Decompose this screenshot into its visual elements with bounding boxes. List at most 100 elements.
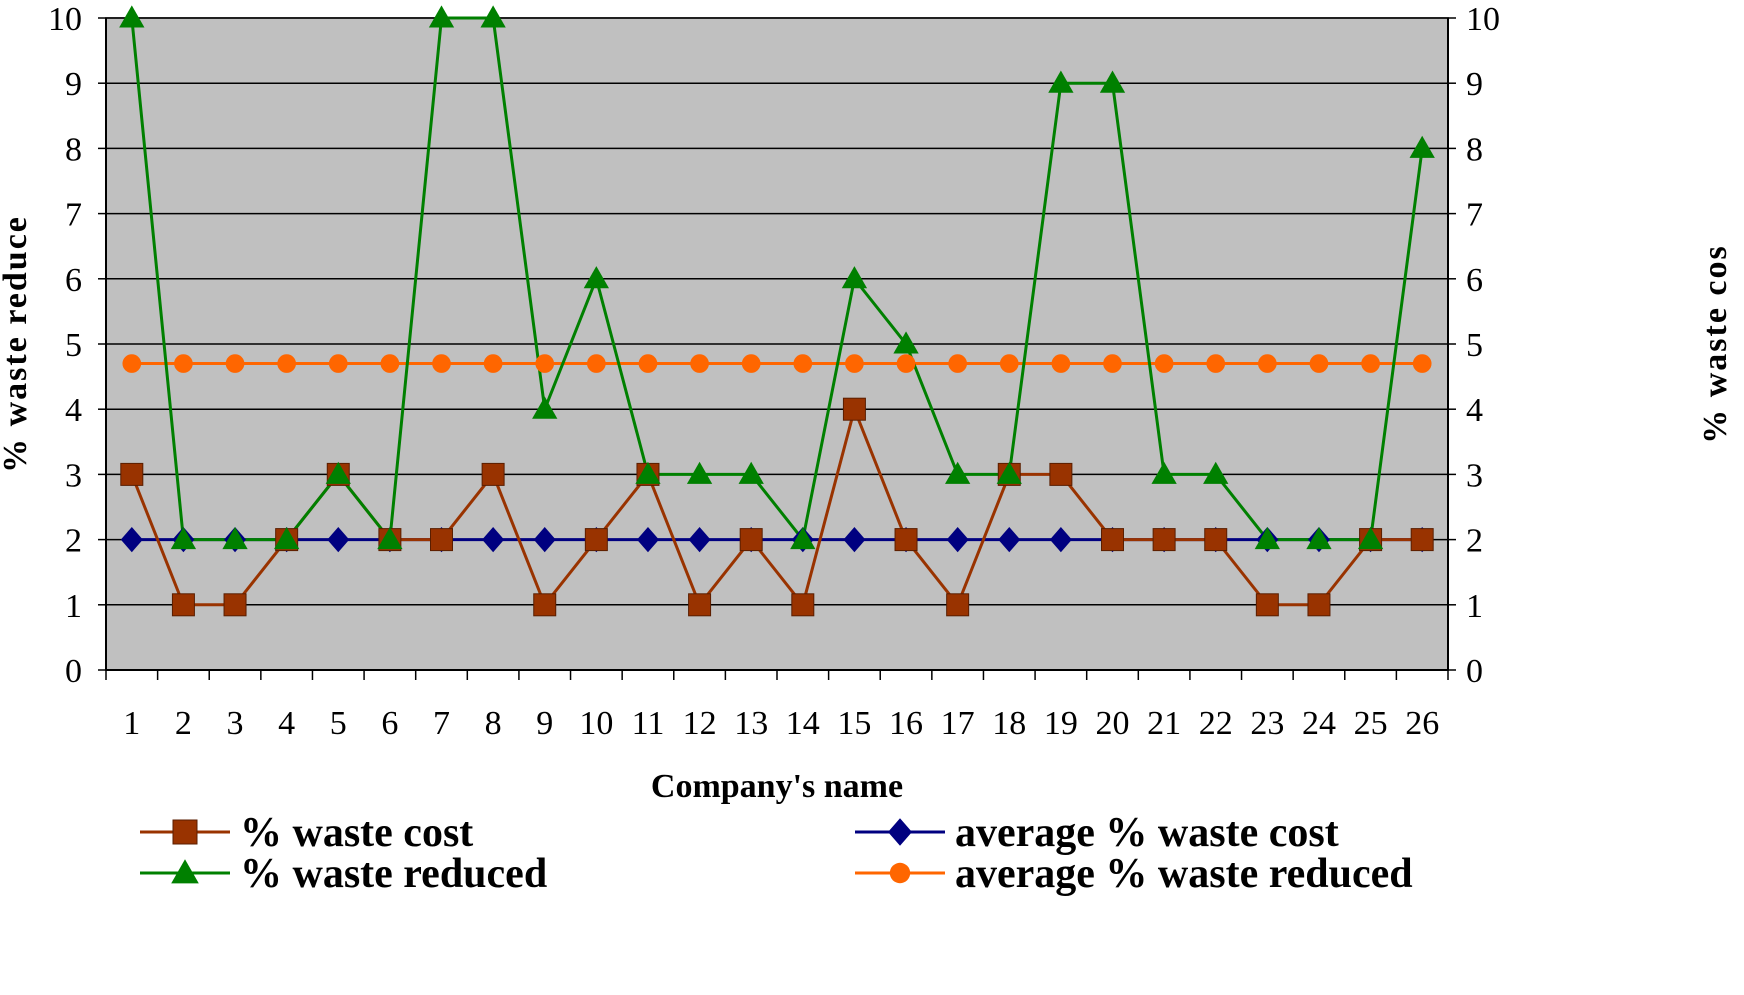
data-point-pct-waste-reduced [119, 5, 145, 28]
data-point-pct-waste-cost [171, 593, 195, 617]
data-point-average-pct-waste-cost [327, 526, 350, 553]
data-point-pct-waste-reduced [1357, 526, 1384, 550]
x-tick-label: 11 [632, 705, 665, 742]
data-point-pct-waste-reduced [377, 526, 403, 550]
data-point-pct-waste-reduced [893, 331, 919, 354]
data-point-pct-waste-reduced [428, 5, 455, 28]
x-tick-label: 10 [579, 705, 613, 742]
x-tick-label: 16 [889, 705, 923, 742]
data-point-average-pct-waste-reduced [896, 354, 916, 373]
legend-item: % waste cost [140, 810, 473, 856]
y-right-tick-label: 2 [1466, 523, 1483, 560]
y-left-tick-label: 8 [65, 131, 82, 168]
data-point-average-pct-waste-cost [482, 526, 505, 553]
x-tick-label: 26 [1405, 705, 1439, 742]
data-point-average-pct-waste-reduced [1412, 354, 1432, 373]
data-point-pct-waste-cost [842, 397, 866, 421]
y-left-tick-label: 7 [65, 197, 82, 234]
y-right-tick-label: 3 [1466, 457, 1483, 494]
y-axis-left-title: % waste reduce [0, 215, 34, 473]
y-right-tick-label: 7 [1466, 197, 1483, 234]
series-markers [119, 5, 1435, 617]
data-point-pct-waste-reduced [532, 396, 558, 419]
data-point-pct-waste-reduced [583, 266, 609, 289]
data-point-pct-waste-reduced [222, 526, 248, 550]
data-point-average-pct-waste-reduced [225, 354, 245, 373]
data-point-pct-waste-cost [1101, 528, 1124, 552]
data-point-pct-waste-reduced [274, 526, 300, 550]
legend-marker [171, 859, 199, 884]
legend-item: average % waste reduced [855, 851, 1413, 897]
data-point-pct-waste-reduced [686, 461, 713, 484]
x-axis-title: Company's name [651, 768, 903, 805]
data-point-pct-waste-reduced [1099, 70, 1126, 93]
data-point-pct-waste-cost [1049, 462, 1073, 486]
x-tick-label: 25 [1354, 705, 1388, 742]
data-point-average-pct-waste-cost [843, 526, 866, 553]
data-point-average-pct-waste-reduced [586, 354, 606, 373]
x-tick-label: 18 [992, 705, 1026, 742]
data-point-pct-waste-reduced [170, 526, 197, 550]
data-point-average-pct-waste-reduced [948, 354, 968, 373]
y-right-tick-label: 4 [1466, 392, 1483, 429]
y-left-tick-label: 4 [65, 392, 82, 429]
y-left-tick-label: 2 [65, 523, 82, 560]
x-tick-label: 23 [1250, 705, 1284, 742]
data-point-pct-waste-cost [739, 528, 763, 552]
data-point-average-pct-waste-reduced [122, 354, 142, 373]
y-left-tick-label: 5 [65, 327, 82, 364]
data-point-pct-waste-reduced [841, 266, 868, 289]
y-left-tick-label: 0 [65, 653, 82, 690]
data-point-average-pct-waste-reduced [845, 354, 864, 373]
y-right-tick-label: 8 [1466, 131, 1483, 168]
y-axis-right-title: % waste cos [1697, 244, 1734, 444]
data-point-pct-waste-cost [791, 593, 815, 617]
legend-item: % waste reduced [140, 851, 547, 897]
data-point-pct-waste-cost [946, 593, 970, 617]
data-point-pct-waste-cost [1255, 593, 1279, 617]
x-tick-label: 24 [1302, 705, 1336, 742]
x-tick-label: 15 [837, 705, 871, 742]
data-point-pct-waste-reduced [1151, 461, 1177, 484]
data-point-pct-waste-cost [1152, 528, 1176, 552]
x-tick-label: 3 [227, 705, 244, 742]
y-left-tick-label: 1 [65, 588, 82, 625]
data-point-average-pct-waste-cost [1049, 526, 1072, 553]
legend-label: average % waste cost [955, 810, 1339, 856]
data-point-pct-waste-cost [1410, 528, 1434, 552]
x-tick-label: 14 [786, 705, 820, 742]
data-point-average-pct-waste-reduced [999, 354, 1019, 373]
legend-marker [889, 862, 911, 884]
data-point-average-pct-waste-reduced [483, 354, 503, 373]
data-point-pct-waste-reduced [738, 461, 764, 484]
data-point-pct-waste-cost [1204, 528, 1228, 552]
legend-item: average % waste cost [855, 810, 1339, 856]
y-right-tick-label: 6 [1466, 262, 1483, 299]
data-point-average-pct-waste-reduced [690, 354, 709, 373]
data-point-pct-waste-reduced [1254, 526, 1280, 550]
data-point-pct-waste-cost [533, 593, 557, 617]
data-point-average-pct-waste-reduced [741, 354, 761, 373]
x-tick-label: 12 [683, 705, 717, 742]
data-point-average-pct-waste-reduced [277, 354, 297, 373]
x-tick-label: 17 [941, 705, 975, 742]
data-point-pct-waste-cost [584, 528, 608, 552]
data-point-pct-waste-cost [120, 462, 144, 486]
axes: 0 01 12 23 34 45 56 67 78 89 910 101 2 3 4 5 6 7 8 9 10 11 12 1… [48, 1, 1500, 742]
x-tick-label: 22 [1199, 705, 1233, 742]
data-point-pct-waste-reduced [325, 461, 351, 484]
legend: % waste cost% waste reduced average % was… [140, 810, 1413, 897]
data-point-pct-waste-cost [688, 593, 712, 617]
data-point-pct-waste-reduced [1409, 135, 1435, 158]
data-point-pct-waste-cost [223, 593, 247, 617]
x-tick-label: 19 [1044, 705, 1078, 742]
data-point-pct-waste-cost [1307, 593, 1331, 617]
y-right-tick-label: 1 [1466, 588, 1483, 625]
data-point-average-pct-waste-reduced [1051, 354, 1071, 373]
legend-label: % waste cost [240, 810, 473, 856]
x-tick-label: 21 [1147, 705, 1181, 742]
x-tick-label: 20 [1096, 705, 1130, 742]
data-point-pct-waste-reduced [1048, 70, 1074, 93]
data-point-pct-waste-reduced [635, 461, 661, 484]
